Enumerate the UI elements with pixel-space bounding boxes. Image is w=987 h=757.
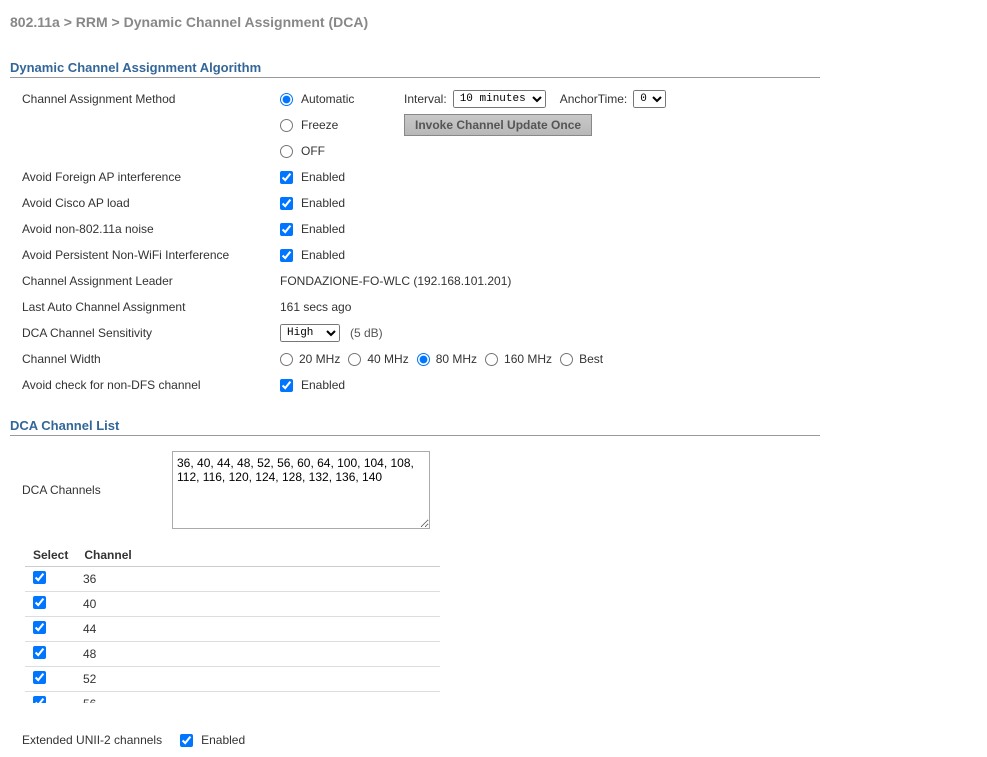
label-avoid-persist: Avoid Persistent Non-WiFi Interference [22,249,280,262]
cell-channel: 36 [75,567,440,592]
invoke-button[interactable]: Invoke Channel Update Once [404,114,592,136]
radio-width-80-label: 80 MHz [436,352,477,366]
label-width: Channel Width [22,352,280,366]
section-channel-list-header: DCA Channel List [10,418,820,436]
radio-automatic[interactable] [280,93,293,106]
table-row: 36 [25,567,440,592]
cell-channel: 40 [75,592,440,617]
check-avoid-foreign-label: Enabled [301,170,345,184]
table-row: 56 [25,692,440,704]
radio-width-40-label: 40 MHz [367,352,408,366]
th-select: Select [25,544,76,567]
check-avoid-persist[interactable] [280,249,293,262]
radio-width-20-label: 20 MHz [299,352,340,366]
check-avoid-nondfs-label: Enabled [301,378,345,392]
cell-channel: 44 [75,617,440,642]
label-last-auto: Last Auto Channel Assignment [22,300,280,314]
cell-channel: 56 [75,692,440,704]
check-avoid-non80211a[interactable] [280,223,293,236]
algorithm-form: Channel Assignment Method Automatic Inte… [10,86,977,398]
radio-width-40[interactable] [348,353,361,366]
radio-width-80[interactable] [417,353,430,366]
label-avoid-nondfs: Avoid check for non-DFS channel [22,378,280,392]
select-interval[interactable]: 10 minutes [453,90,546,108]
textarea-dca-channels[interactable] [172,451,430,529]
table-row: 40 [25,592,440,617]
label-sensitivity: DCA Channel Sensitivity [22,326,280,340]
section-algorithm-header: Dynamic Channel Assignment Algorithm [10,60,820,78]
table-row: 52 [25,667,440,692]
label-ext-unii2: Extended UNII-2 channels [22,733,162,747]
label-leader: Channel Assignment Leader [22,274,280,288]
radio-width-best-label: Best [579,352,603,366]
value-leader: FONDAZIONE-FO-WLC (192.168.101.201) [280,274,511,288]
check-avoid-non80211a-label: Enabled [301,222,345,236]
check-ext-unii2[interactable] [180,734,193,747]
radio-freeze-label: Freeze [301,118,338,132]
label-dca-channels: DCA Channels [10,483,172,497]
cell-channel: 52 [75,667,440,692]
check-avoid-nondfs[interactable] [280,379,293,392]
check-channel[interactable] [33,596,46,609]
radio-width-160-label: 160 MHz [504,352,552,366]
label-avoid-cisco: Avoid Cisco AP load [22,196,280,210]
radio-width-best[interactable] [560,353,573,366]
radio-automatic-label: Automatic [301,92,354,106]
check-avoid-persist-label: Enabled [301,248,345,262]
table-row: 44 [25,617,440,642]
channel-table-scroll[interactable]: 364044485256 [25,567,467,703]
label-avoid-non80211a: Avoid non-802.11a noise [22,222,280,236]
table-row: 48 [25,642,440,667]
select-anchor[interactable]: 0 [633,90,666,108]
check-channel[interactable] [33,696,46,703]
radio-width-160[interactable] [485,353,498,366]
check-ext-unii2-label: Enabled [201,733,245,747]
label-method: Channel Assignment Method [22,92,280,106]
value-sensitivity-note: (5 dB) [350,326,383,340]
label-avoid-foreign: Avoid Foreign AP interference [22,170,280,184]
radio-off[interactable] [280,145,293,158]
radio-off-label: OFF [301,144,325,158]
label-anchor: AnchorTime: [560,92,628,106]
label-interval: Interval: [404,92,447,106]
check-channel[interactable] [33,571,46,584]
cell-channel: 48 [75,642,440,667]
value-last-auto: 161 secs ago [280,300,351,314]
check-channel[interactable] [33,621,46,634]
check-avoid-cisco[interactable] [280,197,293,210]
th-channel: Channel [76,544,440,567]
select-sensitivity[interactable]: High [280,324,340,342]
check-channel[interactable] [33,646,46,659]
check-channel[interactable] [33,671,46,684]
check-avoid-cisco-label: Enabled [301,196,345,210]
check-avoid-foreign[interactable] [280,171,293,184]
breadcrumb: 802.11a > RRM > Dynamic Channel Assignme… [10,14,977,30]
channel-table-header: Select Channel [25,544,440,567]
radio-width-20[interactable] [280,353,293,366]
radio-freeze[interactable] [280,119,293,132]
